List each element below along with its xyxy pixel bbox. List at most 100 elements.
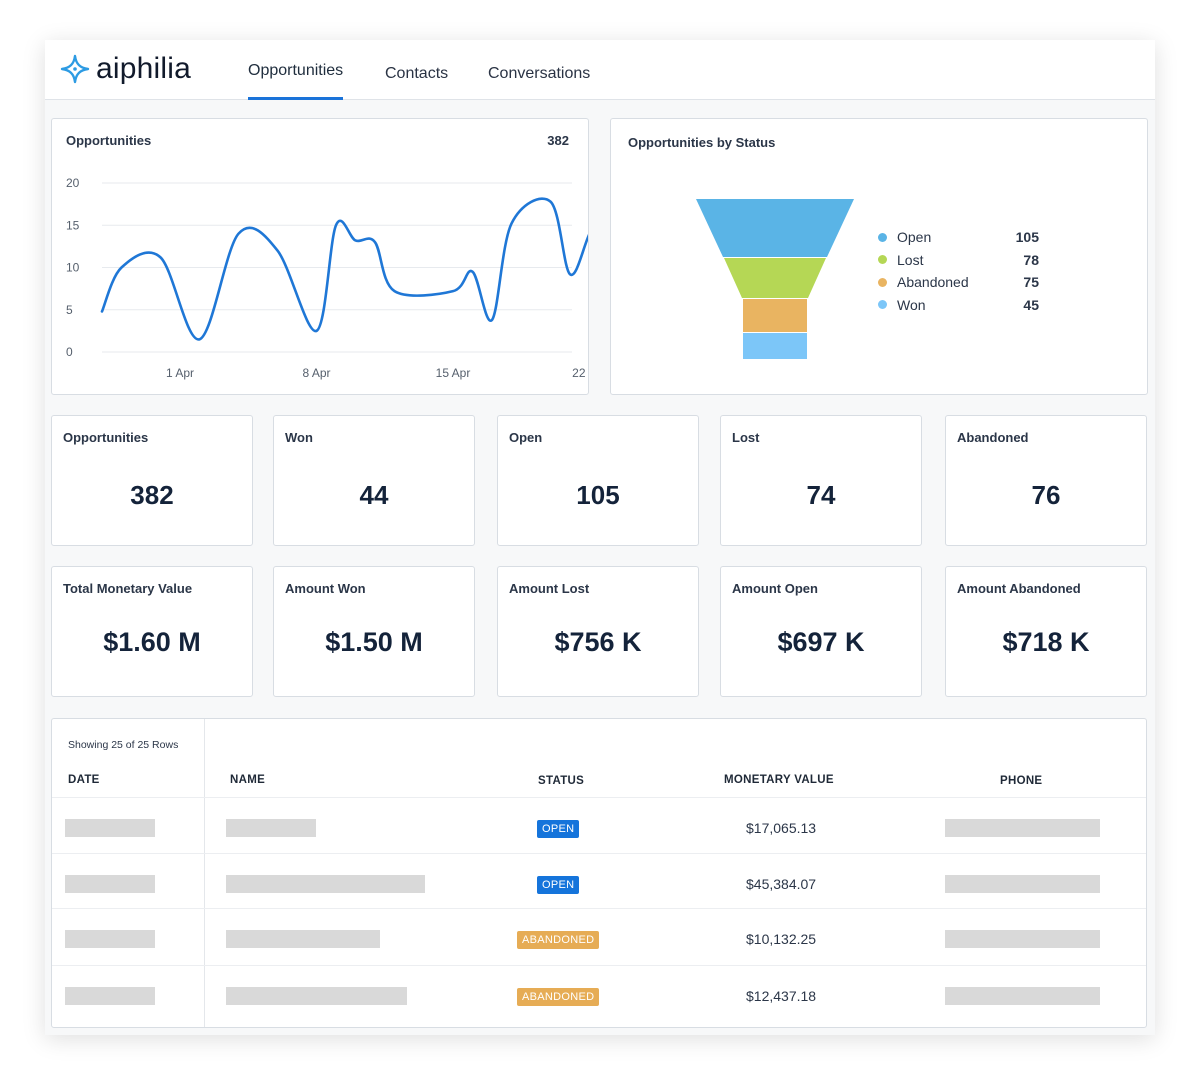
- date-placeholder: [65, 875, 155, 893]
- status-badge: ABANDONED: [517, 988, 600, 1006]
- table-row[interactable]: ABANDONED $12,437.18: [52, 965, 1146, 1021]
- y-tick-label: 15: [66, 218, 80, 232]
- top-nav: aiphilia Opportunities Contacts Conversa…: [45, 40, 1155, 100]
- money-stat-value: $1.60 M: [103, 627, 201, 657]
- y-tick-label: 5: [66, 303, 73, 317]
- phone-placeholder: [945, 819, 1100, 837]
- row-count-info: Showing 25 of 25 Rows: [68, 739, 179, 751]
- monetary-value: $12,437.18: [746, 988, 817, 1004]
- table-row[interactable]: OPEN $45,384.07: [52, 853, 1146, 909]
- y-tick-label: 0: [66, 345, 73, 359]
- legend-item-abandoned[interactable]: Abandoned 75: [878, 271, 1039, 294]
- column-header-phone[interactable]: PHONE: [1000, 775, 1043, 787]
- y-tick-label: 20: [66, 176, 80, 190]
- legend-value: 45: [1023, 296, 1039, 313]
- legend-dot-icon: [878, 255, 887, 265]
- money-stat-value: $718 K: [1002, 627, 1090, 657]
- legend-item-won[interactable]: Won 45: [878, 294, 1039, 317]
- chart-total: 382: [547, 133, 569, 148]
- money-stat-card: Amount Won $1.50 M: [273, 566, 475, 697]
- money-stat-label: Amount Abandoned: [957, 581, 1081, 596]
- column-header-name[interactable]: NAME: [230, 774, 266, 786]
- legend-value: 78: [1023, 251, 1039, 268]
- stat-card: Won 44: [273, 415, 475, 546]
- opportunities-line-chart: 0 5 10 15 20 1 Apr 8 Apr 15 Apr 22 Apr: [66, 176, 588, 380]
- stat-card: Open 105: [497, 415, 699, 546]
- column-header-status[interactable]: STATUS: [538, 775, 585, 787]
- brand-name: aiphilia: [96, 52, 191, 85]
- column-header-monetary-value[interactable]: MONETARY VALUE: [724, 774, 834, 786]
- sparkle-logo-icon: [60, 54, 90, 84]
- funnel-segment-lost[interactable]: [724, 258, 826, 298]
- stat-label: Open: [509, 430, 543, 445]
- chart-title: Opportunities: [66, 133, 152, 148]
- funnel-segment-won[interactable]: [743, 333, 807, 359]
- stat-card: Abandoned 76: [945, 415, 1147, 546]
- stat-label: Abandoned: [957, 430, 1029, 445]
- status-badge: OPEN: [537, 820, 580, 838]
- stat-value: 44: [359, 480, 389, 510]
- legend-label: Lost: [897, 251, 924, 268]
- legend-label: Won: [897, 296, 926, 313]
- money-stat-card: Total Monetary Value $1.60 M: [51, 566, 253, 697]
- status-badge: ABANDONED: [517, 931, 600, 949]
- row-divider: [52, 965, 1146, 966]
- tab-conversations[interactable]: Conversations: [488, 65, 591, 82]
- monetary-value: $17,065.13: [746, 820, 817, 836]
- money-stat-label: Amount Lost: [509, 581, 590, 596]
- money-stat-value: $697 K: [777, 627, 865, 657]
- opportunities-series-line: [100, 197, 588, 341]
- money-stat-card: Amount Abandoned $718 K: [945, 566, 1147, 697]
- status-funnel-chart: [696, 199, 854, 359]
- money-stat-card: Amount Open $697 K: [720, 566, 922, 697]
- stat-label: Opportunities: [63, 430, 149, 445]
- stat-value: 105: [576, 480, 620, 510]
- money-stat-label: Total Monetary Value: [63, 581, 193, 596]
- money-stat-value: $756 K: [554, 627, 642, 657]
- tab-opportunities[interactable]: Opportunities: [248, 62, 344, 100]
- legend-label: Abandoned: [897, 274, 969, 291]
- name-placeholder: [226, 930, 380, 948]
- legend-dot-icon: [878, 232, 887, 242]
- stat-value: 382: [130, 480, 174, 510]
- row-divider: [52, 797, 1146, 798]
- legend-value: 75: [1023, 274, 1039, 291]
- stat-label: Won: [285, 430, 313, 445]
- funnel-segment-open[interactable]: [696, 199, 854, 257]
- opportunities-chart-card: Opportunities 382 0 5 10 15 20 1 Apr 8 Apr 15 A…: [51, 118, 589, 395]
- money-stat-card: Amount Lost $756 K: [497, 566, 699, 697]
- brand-logo[interactable]: aiphilia: [60, 52, 191, 86]
- legend-item-lost[interactable]: Lost 78: [878, 249, 1039, 272]
- phone-placeholder: [945, 987, 1100, 1005]
- legend-label: Open: [897, 229, 932, 246]
- table-row[interactable]: OPEN $17,065.13: [52, 797, 1146, 853]
- table-row[interactable]: ABANDONED $10,132.25: [52, 908, 1146, 964]
- name-placeholder: [226, 875, 425, 893]
- tab-contacts[interactable]: Contacts: [385, 65, 449, 82]
- legend-dot-icon: [878, 277, 887, 287]
- name-placeholder: [226, 987, 407, 1005]
- dashboard-app: aiphilia Opportunities Contacts Conversa…: [45, 40, 1155, 1035]
- money-stat-label: Amount Won: [285, 581, 366, 596]
- legend-value: 105: [1015, 229, 1039, 246]
- stat-card: Lost 74: [720, 415, 922, 546]
- phone-placeholder: [945, 930, 1100, 948]
- opportunities-table: Showing 25 of 25 Rows DATE NAME STATUS M…: [51, 718, 1147, 1028]
- date-placeholder: [65, 819, 155, 837]
- row-divider: [52, 853, 1146, 854]
- column-divider: [204, 719, 205, 1027]
- funnel-title: Opportunities by Status: [628, 135, 776, 150]
- funnel-segment-abandoned[interactable]: [743, 299, 807, 332]
- monetary-value: $10,132.25: [746, 931, 817, 947]
- y-tick-label: 10: [66, 261, 80, 275]
- x-tick-label: 22 Apr: [572, 366, 588, 380]
- stat-value: 76: [1031, 480, 1061, 510]
- phone-placeholder: [945, 875, 1100, 893]
- money-stat-label: Amount Open: [732, 581, 818, 596]
- legend-item-open[interactable]: Open 105: [878, 226, 1039, 249]
- name-placeholder: [226, 819, 316, 837]
- monetary-value: $45,384.07: [746, 876, 817, 892]
- stat-label: Lost: [732, 430, 760, 445]
- funnel-legend: Open 105 Lost 78 Abandoned 75 Won 45: [878, 226, 1039, 316]
- column-header-date[interactable]: DATE: [68, 774, 100, 786]
